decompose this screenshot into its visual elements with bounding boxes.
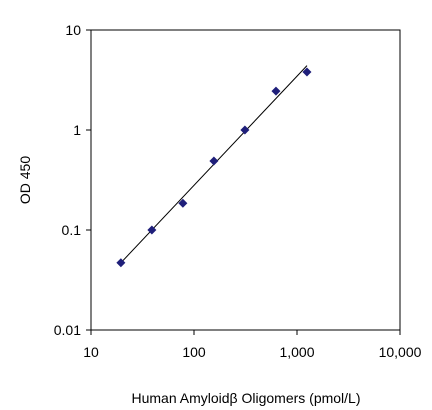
- data-point: [302, 67, 312, 77]
- y-tick-label: 0.1: [62, 222, 82, 238]
- data-point: [271, 86, 281, 96]
- x-tick-label: 1,000: [279, 344, 314, 360]
- data-point: [147, 225, 157, 235]
- data-point: [178, 198, 188, 208]
- y-tick-label: 0.01: [54, 322, 81, 338]
- data-point: [116, 258, 126, 268]
- data-point: [209, 156, 219, 166]
- y-axis-title: OD 450: [17, 156, 33, 204]
- data-points-group: [116, 67, 312, 268]
- data-point: [240, 125, 250, 135]
- x-tick-label: 100: [182, 344, 206, 360]
- x-tick-label: 10: [83, 344, 99, 360]
- y-tick-label: 1: [73, 122, 81, 138]
- x-tick-label: 10,000: [379, 344, 422, 360]
- y-tick-label: 10: [65, 22, 81, 38]
- axes: [86, 29, 401, 335]
- plot-frame: [90, 29, 401, 331]
- tick-labels-group: 0.01 0.1 1 10 10 100 1,000 10,000: [54, 22, 422, 360]
- x-axis-title: Human Amyloidβ Oligomers (pmol/L): [131, 390, 360, 406]
